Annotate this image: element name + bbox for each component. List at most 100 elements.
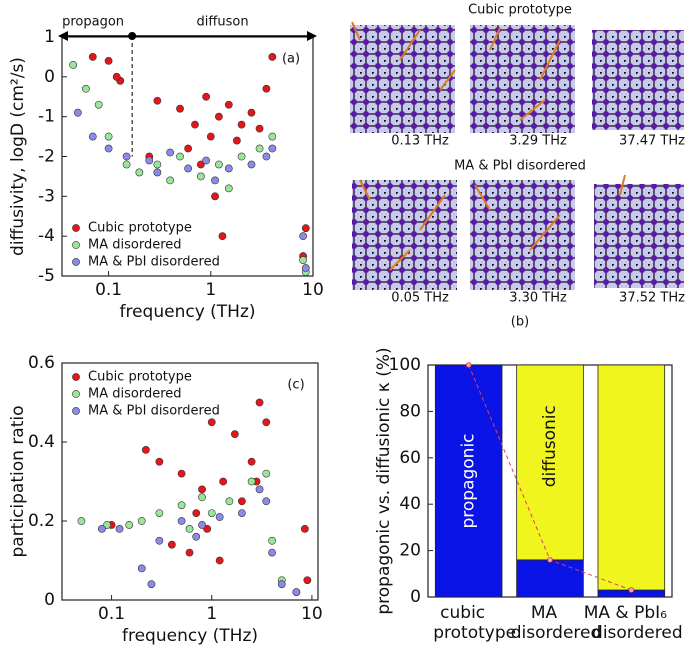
frequency-label: 37.52 THz bbox=[619, 291, 685, 306]
data-point bbox=[82, 84, 90, 93]
frequency-label: 3.29 THz bbox=[509, 134, 567, 149]
y-tick-label: 1 bbox=[44, 27, 55, 47]
data-point bbox=[177, 501, 186, 510]
data-point bbox=[192, 509, 201, 517]
y-tick-label: -4 bbox=[38, 226, 55, 246]
data-point bbox=[219, 477, 228, 486]
y-tick-label: 60 bbox=[399, 448, 421, 468]
bar-segment bbox=[434, 364, 503, 598]
x-tick-label: 10 bbox=[301, 604, 323, 624]
data-point bbox=[97, 525, 106, 533]
data-point bbox=[177, 517, 186, 525]
data-point bbox=[196, 172, 205, 181]
data-point bbox=[218, 232, 227, 241]
panel-label: (b) bbox=[511, 315, 529, 330]
x-tick-label: 1 bbox=[206, 604, 217, 624]
displacement-arrows bbox=[351, 21, 626, 271]
legend-label: Cubic prototype bbox=[88, 370, 192, 385]
legend-label: MA disordered bbox=[88, 238, 182, 253]
share-point bbox=[547, 557, 553, 563]
y-tick-label: -1 bbox=[38, 107, 55, 127]
data-point bbox=[224, 184, 233, 193]
data-point bbox=[206, 132, 215, 141]
bar-segment bbox=[516, 559, 584, 598]
y-tick-label: -2 bbox=[38, 147, 55, 167]
data-point bbox=[224, 164, 233, 173]
data-point bbox=[268, 53, 277, 61]
y-tick-label: 80 bbox=[399, 401, 421, 421]
data-point bbox=[237, 120, 246, 129]
data-point bbox=[155, 536, 164, 545]
data-point bbox=[176, 104, 184, 113]
data-point bbox=[262, 152, 271, 161]
data-point bbox=[207, 509, 216, 517]
x-tick-label: cubic prototype bbox=[433, 603, 516, 643]
frequency-label: 0.13 THz bbox=[391, 134, 449, 149]
data-point bbox=[225, 497, 234, 506]
panel-b-title: MA & PbI disordered bbox=[454, 159, 586, 174]
y-tick-label: 0.2 bbox=[28, 511, 55, 531]
data-point bbox=[232, 136, 241, 145]
data-point bbox=[215, 556, 224, 565]
data-point bbox=[155, 509, 164, 517]
x-tick-label-line: cubic bbox=[440, 603, 485, 623]
share-point bbox=[628, 587, 635, 593]
data-point bbox=[247, 477, 256, 486]
data-point bbox=[202, 92, 211, 101]
frequency-label: 37.47 THz bbox=[619, 134, 685, 149]
legend-marker bbox=[72, 407, 80, 415]
x-axis-label: frequency (THz) bbox=[119, 302, 255, 322]
y-axis-label: diffusivity, logD (cm²/s) bbox=[8, 57, 28, 256]
data-point bbox=[145, 156, 154, 165]
data-point bbox=[268, 144, 277, 153]
data-point bbox=[122, 160, 131, 169]
data-point bbox=[268, 132, 277, 141]
data-point bbox=[166, 176, 175, 185]
data-point bbox=[176, 152, 184, 161]
data-point bbox=[214, 112, 223, 121]
segment-label: diffusonic bbox=[540, 405, 560, 487]
data-point bbox=[185, 548, 194, 557]
data-point bbox=[211, 176, 219, 185]
data-point bbox=[94, 100, 103, 109]
legend-marker bbox=[72, 258, 80, 266]
data-point bbox=[167, 540, 176, 549]
data-point bbox=[255, 398, 264, 407]
data-point bbox=[184, 164, 193, 173]
x-tick-label-line: disordered bbox=[511, 623, 602, 643]
x-tick-label-line: disordered bbox=[592, 623, 683, 643]
data-point bbox=[141, 445, 150, 454]
data-point bbox=[153, 96, 162, 105]
data-point bbox=[300, 525, 309, 533]
structure-image bbox=[470, 180, 575, 290]
data-point bbox=[215, 513, 224, 521]
y-tick-label: 40 bbox=[399, 494, 421, 514]
data-point bbox=[247, 457, 256, 466]
data-point bbox=[153, 168, 162, 177]
region-label: diffuson bbox=[197, 15, 249, 30]
legend-label: MA & PbI disordered bbox=[88, 404, 220, 419]
data-point bbox=[230, 430, 239, 438]
data-point bbox=[137, 517, 146, 525]
x-tick-label-line: prototype bbox=[433, 623, 516, 643]
data-point bbox=[262, 418, 271, 427]
y-tick-label: -5 bbox=[38, 266, 55, 286]
data-point bbox=[301, 224, 310, 233]
data-point bbox=[112, 72, 121, 81]
legend-marker bbox=[72, 224, 80, 232]
data-point bbox=[303, 576, 312, 585]
data-point bbox=[211, 192, 219, 201]
data-point bbox=[185, 525, 194, 533]
y-tick-label: 0 bbox=[44, 590, 55, 610]
structure-image bbox=[350, 25, 455, 133]
panel-label: (a) bbox=[282, 52, 300, 67]
bar-segment bbox=[597, 364, 666, 591]
data-point bbox=[207, 418, 216, 427]
plot-frame bbox=[61, 362, 319, 601]
bar-segment bbox=[516, 364, 584, 561]
x-axis-label: frequency (THz) bbox=[122, 626, 258, 646]
data-point bbox=[277, 580, 286, 589]
x-tick-label: 1 bbox=[205, 280, 216, 300]
data-point bbox=[88, 53, 97, 61]
data-point bbox=[198, 521, 206, 529]
